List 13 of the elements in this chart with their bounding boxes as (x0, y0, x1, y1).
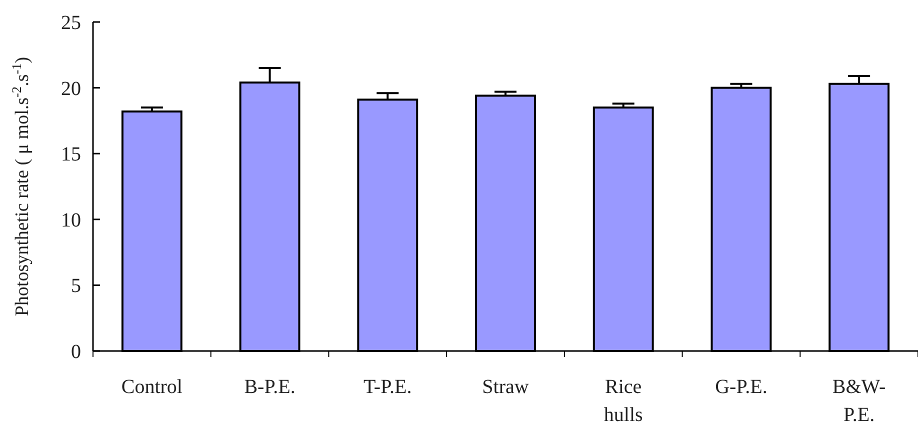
x-tick-label: B&W-P.E. (832, 376, 886, 426)
y-tick-label: 15 (61, 144, 81, 166)
x-tick-label: Straw (482, 376, 530, 398)
y-tick-label: 25 (61, 12, 81, 34)
x-tick-label: G-P.E. (715, 376, 768, 398)
x-tick-label: T-P.E. (364, 376, 412, 398)
y-tick-label: 20 (61, 78, 81, 100)
x-tick-label: Control (121, 376, 183, 398)
x-tick-label: Rice hulls (604, 376, 644, 426)
y-tick-label: 10 (61, 209, 81, 232)
x-tick-label: B-P.E. (244, 376, 296, 398)
y-tick-label: 5 (71, 275, 81, 298)
y-tick-label: 0 (71, 341, 81, 363)
